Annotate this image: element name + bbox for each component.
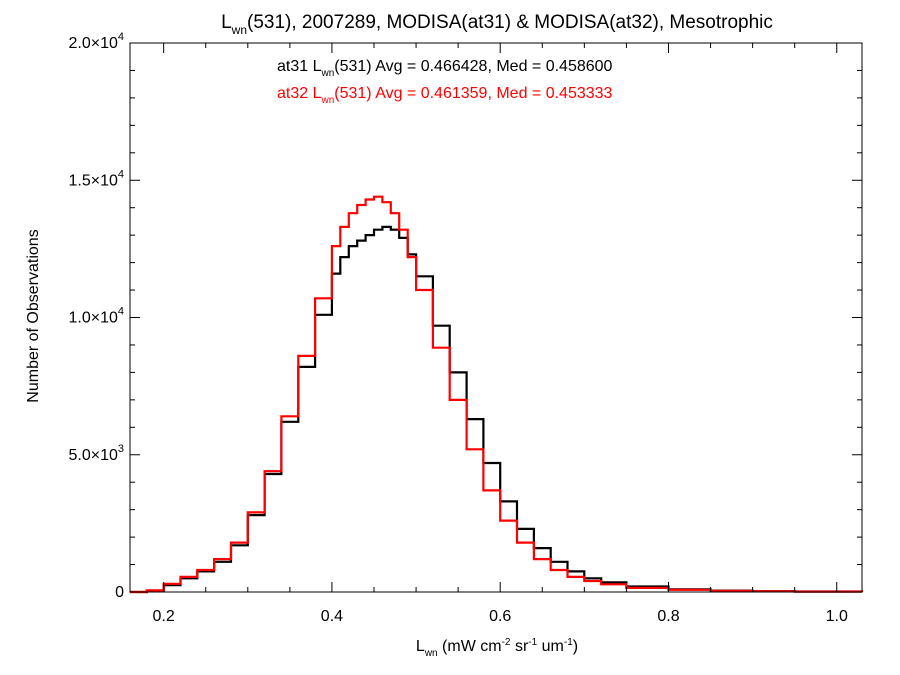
x-tick-label: 1.0 [826, 608, 848, 625]
y-tick-label: 2.0×104 [68, 31, 124, 52]
chart-title-prefix: L [221, 12, 232, 33]
series-line-at32 [130, 195, 864, 594]
chart-title-subscript: wn [231, 23, 247, 37]
chart-title-rest: (531), 2007289, MODISA(at31) & MODISA(at… [247, 12, 773, 33]
plot-layer: 0.2 0.4 0.6 0.8 1.0 0 5.0×103 1.0×104 1.5×104 2.0… [68, 31, 864, 625]
x-axis-label: Lwn (mW cm-2 sr-1 um-1) [416, 637, 578, 659]
annotation-at32: at32 Lwn(531) Avg = 0.461359, Med = 0.45… [277, 85, 613, 106]
x-tick-label: 0.8 [657, 608, 679, 625]
x-tick-label: 0.4 [321, 608, 343, 625]
y-axis-label: Number of Observations [25, 229, 42, 402]
x-tick-label: 0.6 [489, 608, 511, 625]
y-tick-label: 5.0×103 [68, 443, 124, 464]
y-tick-label: 1.0×104 [68, 306, 124, 327]
x-tick-label: 0.2 [153, 608, 175, 625]
annotation-at31: at31 Lwn(531) Avg = 0.466428, Med = 0.45… [277, 58, 613, 79]
chart-title: Lwn(531), 2007289, MODISA(at31) & MODISA… [221, 12, 773, 37]
y-tick-label: 0 [115, 584, 124, 601]
y-tick-label: 1.5×104 [68, 168, 124, 189]
